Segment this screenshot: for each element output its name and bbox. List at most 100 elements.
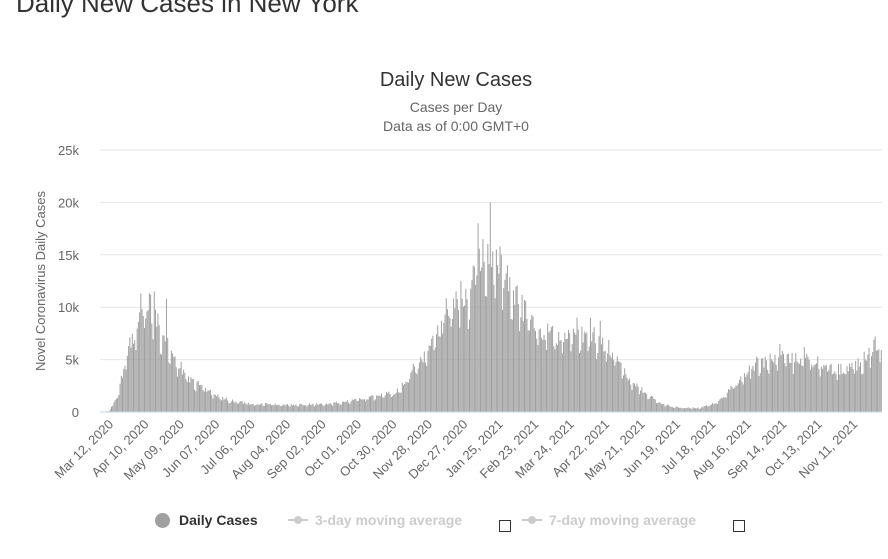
bar: [827, 371, 829, 412]
bar: [809, 369, 811, 412]
bar: [285, 404, 287, 412]
bar: [813, 365, 815, 412]
bar: [841, 374, 843, 412]
bar: [410, 372, 412, 412]
bar: [519, 331, 521, 412]
bar: [521, 294, 523, 412]
bar: [219, 399, 221, 412]
bar: [844, 373, 846, 412]
checkbox-3-day-average[interactable]: [499, 520, 511, 532]
bar: [388, 391, 390, 412]
bar: [627, 380, 629, 412]
bar: [527, 330, 529, 412]
bar: [673, 407, 675, 412]
bar: [808, 359, 810, 412]
bar: [592, 332, 594, 412]
bar: [440, 320, 442, 412]
bar: [624, 368, 626, 412]
bar: [538, 329, 540, 412]
bar: [581, 326, 583, 412]
bar: [308, 403, 310, 412]
y-tick-label: 15k: [58, 248, 79, 263]
checkbox-7-day-average[interactable]: [733, 520, 745, 532]
bar: [323, 406, 325, 412]
bar: [371, 395, 373, 412]
bar: [599, 320, 601, 412]
bar: [271, 405, 273, 412]
bar: [414, 366, 416, 412]
legend-item-3-day-average[interactable]: 3-day moving average: [288, 512, 462, 528]
bar: [594, 343, 596, 412]
bar: [427, 350, 429, 412]
bar: [534, 330, 536, 412]
bar: [466, 299, 468, 412]
bar: [523, 299, 525, 412]
bar: [506, 265, 508, 412]
bar: [332, 405, 334, 412]
bar: [420, 357, 422, 412]
bar: [736, 385, 738, 412]
bar: [306, 406, 308, 412]
bar: [846, 366, 848, 412]
bar: [185, 379, 187, 412]
bar: [822, 368, 824, 412]
bar: [814, 364, 816, 412]
bar: [174, 356, 176, 412]
bar: [161, 354, 163, 412]
bar: [545, 349, 547, 412]
bar: [620, 362, 622, 412]
bar: [792, 373, 794, 412]
bar: [151, 323, 153, 412]
bar: [541, 337, 543, 412]
bar: [169, 363, 171, 412]
bar: [312, 403, 314, 412]
bar: [197, 381, 199, 412]
bar: [393, 394, 395, 412]
legend-item-daily-cases[interactable]: Daily Cases: [155, 512, 258, 528]
bar: [856, 370, 858, 412]
bar: [632, 383, 634, 412]
bar: [784, 362, 786, 412]
bar: [866, 360, 868, 412]
bar: [340, 404, 342, 412]
legend-item-7-day-average[interactable]: 7-day moving average: [522, 512, 696, 528]
bar: [622, 375, 624, 412]
bar: [503, 288, 505, 412]
bar: [502, 309, 503, 412]
bar: [186, 381, 188, 412]
bar: [795, 353, 797, 412]
bar: [290, 404, 292, 412]
bar: [437, 325, 439, 412]
bar: [472, 265, 474, 412]
bar: [685, 408, 687, 412]
bar: [858, 366, 860, 412]
bar: [233, 401, 235, 412]
y-tick-label: 20k: [58, 195, 79, 210]
bar: [686, 407, 688, 412]
bar: [377, 395, 379, 412]
bar: [874, 336, 876, 412]
bar: [658, 402, 660, 412]
bar: [429, 345, 431, 412]
bar: [260, 404, 262, 412]
bar: [206, 391, 208, 412]
bar: [190, 376, 192, 412]
bar: [878, 349, 880, 412]
bar: [742, 384, 744, 412]
bar: [401, 382, 403, 412]
bar: [647, 399, 649, 412]
bar: [175, 367, 177, 412]
bar: [252, 403, 254, 412]
bar: [604, 350, 606, 412]
bar: [692, 407, 694, 412]
bar: [341, 402, 343, 412]
bar: [790, 362, 792, 412]
bar: [600, 344, 602, 412]
bar: [216, 396, 218, 412]
bar: [741, 381, 743, 412]
bar: [293, 404, 295, 412]
bar: [234, 402, 236, 412]
bar: [552, 326, 554, 412]
bar: [578, 353, 580, 412]
bar: [739, 379, 741, 412]
